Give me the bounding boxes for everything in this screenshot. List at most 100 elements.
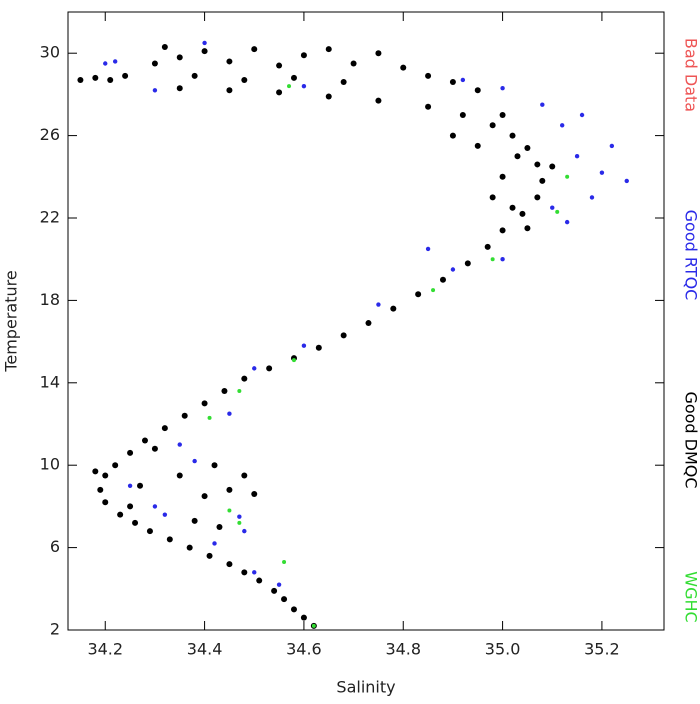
y-tick-label: 30 [40,43,60,62]
point [128,484,132,488]
point [122,73,128,79]
point [281,596,287,602]
point [127,450,133,456]
point [555,210,559,214]
point [326,93,332,99]
point [182,413,188,419]
y-tick-label: 14 [40,372,60,391]
point [291,75,297,81]
point [519,211,525,217]
point [500,112,506,118]
point [102,473,108,479]
x-tick-label: 35.0 [485,640,521,659]
point [312,624,316,628]
point [252,366,256,370]
point [287,84,291,88]
point [227,509,231,513]
point [256,578,262,584]
point [440,277,446,283]
point [252,570,256,574]
point [301,52,307,58]
x-tick-label: 34.4 [187,640,223,659]
point [202,400,208,406]
point [112,462,118,468]
point [276,63,282,69]
point [534,194,540,200]
point [425,104,431,110]
point [113,59,117,63]
point [212,462,218,468]
point [192,459,196,463]
point [375,50,381,56]
point [351,61,357,67]
x-tick-label: 34.6 [286,640,322,659]
point [242,529,246,533]
point [475,87,481,93]
point [461,78,465,82]
legend-label: Bad Data [682,38,700,112]
point [500,86,504,90]
point [341,79,347,85]
point [102,499,108,505]
legend-label: WGHC [682,571,700,622]
point [465,260,471,266]
x-tick-label: 34.2 [87,640,123,659]
y-tick-label: 10 [40,455,60,474]
point [277,582,281,586]
point [177,473,183,479]
point [187,545,193,551]
point [460,112,466,118]
point [107,77,113,83]
point [376,302,380,306]
point [500,257,504,261]
point [153,88,157,92]
point [117,512,123,518]
point [276,89,282,95]
point [241,77,247,83]
point [415,291,421,297]
point [226,87,232,93]
point [560,123,564,127]
point [202,41,206,45]
point [610,144,614,148]
y-axis-label: Temperature [2,270,21,372]
point [510,205,516,211]
point [226,58,232,64]
point [162,44,168,50]
point [251,491,257,497]
point [301,615,307,621]
point [97,487,103,493]
point [550,206,554,210]
point [152,446,158,452]
point [178,442,182,446]
point [162,425,168,431]
point [266,365,272,371]
point [271,588,277,594]
point [137,483,143,489]
legend-label: Good RTQC [682,210,700,301]
point [490,194,496,200]
point [365,320,371,326]
point [534,161,540,167]
y-tick-label: 18 [40,290,60,309]
point [282,560,286,564]
y-tick-label: 6 [50,537,60,556]
point [152,61,158,67]
legend-label: Good DMQC [682,391,700,488]
point [192,73,198,79]
point [208,416,212,420]
point [590,195,594,199]
y-tick-label: 22 [40,208,60,227]
point [341,332,347,338]
point [127,503,133,509]
point [431,288,435,292]
point [237,515,241,519]
point [177,85,183,91]
point [302,84,306,88]
point [167,536,173,542]
point [485,244,491,250]
plot-frame [68,12,664,630]
point [77,77,83,83]
point [92,75,98,81]
point [142,437,148,443]
